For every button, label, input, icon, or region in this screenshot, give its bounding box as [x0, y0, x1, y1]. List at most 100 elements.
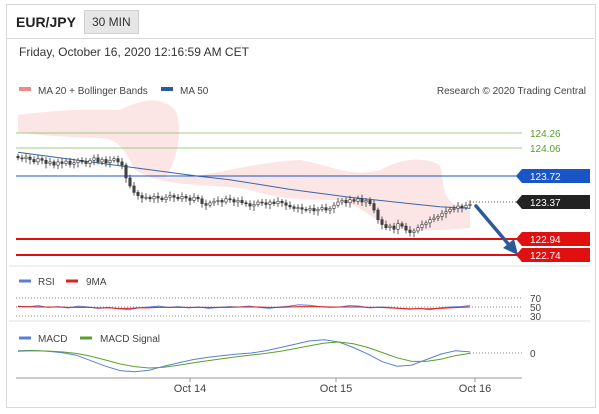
candle-body — [248, 203, 252, 207]
chart-header: EUR/JPY 30 MIN — [6, 4, 594, 39]
candle-body — [280, 200, 284, 204]
candle-body — [36, 158, 40, 163]
candle-body — [448, 208, 452, 212]
candle-body — [100, 159, 104, 163]
candle-body — [192, 196, 196, 201]
candle-body — [132, 185, 136, 193]
candle-body — [52, 161, 56, 166]
rsi-label-70: 70 — [530, 294, 542, 305]
candle-body — [356, 198, 360, 202]
candle-body — [352, 199, 356, 202]
candle-body — [440, 212, 444, 217]
legend-bollinger: MA 20 + Bollinger Bands — [38, 86, 148, 97]
macd-label-0: 0 — [530, 349, 536, 360]
candle-body — [384, 224, 388, 229]
candle-body — [360, 198, 364, 203]
candle-body — [140, 195, 144, 199]
candle-body — [72, 162, 76, 165]
candle-body — [264, 202, 268, 205]
candle-body — [260, 201, 264, 204]
candle-body — [16, 155, 20, 159]
candle-body — [144, 196, 148, 199]
legend-rsi9: 9MA — [86, 277, 107, 288]
copyright-label: Research © 2020 Trading Central — [437, 86, 586, 97]
candle-body — [312, 208, 316, 212]
candle-body — [172, 195, 176, 198]
candle-body — [164, 196, 168, 200]
candle-body — [464, 204, 468, 208]
candle-body — [296, 207, 300, 209]
x-tick-label: Oct 15 — [320, 383, 352, 395]
candle-body — [88, 159, 92, 164]
candle-body — [272, 201, 276, 204]
level-label-122-94: 122.94 — [530, 235, 561, 246]
legend-ma50: MA 50 — [180, 86, 209, 97]
candle-body — [300, 207, 304, 210]
candle-body — [368, 200, 372, 204]
legend-rsi: RSI — [38, 277, 55, 288]
level-label-123-72: 123.72 — [530, 172, 561, 183]
candlestick-series — [16, 153, 472, 238]
candle-body — [444, 211, 448, 214]
candle-body — [188, 197, 192, 201]
rsi-label-50: 50 — [530, 303, 542, 314]
candle-body — [120, 161, 124, 166]
candle-body — [432, 217, 436, 220]
candle-body — [156, 196, 160, 199]
level-label-124-26: 124.26 — [530, 129, 561, 140]
candle-body — [184, 196, 188, 199]
candle-body — [332, 204, 336, 209]
level-label-122-74: 122.74 — [530, 251, 561, 262]
candle-body — [408, 229, 412, 233]
candle-body — [216, 200, 220, 202]
candle-body — [252, 204, 256, 207]
candle-body — [236, 200, 240, 203]
level-label-124-06: 124.06 — [530, 144, 561, 155]
candle-body — [20, 157, 24, 160]
ma50-line — [17, 151, 471, 209]
candle-body — [364, 200, 368, 203]
candle-body — [152, 196, 156, 200]
candle-body — [180, 196, 184, 200]
candle-body — [220, 200, 224, 203]
down-arrow-icon — [474, 204, 518, 255]
x-tick-label: Oct 16 — [459, 383, 491, 395]
candle-body — [40, 158, 44, 161]
candle-body — [452, 208, 456, 210]
candle-body — [232, 199, 236, 203]
candle-body — [424, 222, 428, 225]
macd-line — [17, 339, 471, 373]
chart-frame — [6, 4, 596, 408]
candle-body — [456, 205, 460, 209]
ma50-legend-swatch — [161, 87, 173, 91]
candle-body — [224, 198, 228, 203]
last-price-tag — [516, 195, 590, 209]
candle-body — [316, 208, 320, 212]
candle-body — [96, 157, 100, 163]
candle-body — [80, 159, 84, 163]
candle-body — [176, 196, 180, 200]
pivot-price-tag — [516, 169, 590, 183]
candle-body — [400, 223, 404, 227]
candle-body — [148, 196, 152, 200]
candle-body — [460, 205, 464, 208]
candle-body — [256, 201, 260, 205]
candle-body — [380, 219, 384, 225]
datetime-label: Friday, October 16, 2020 12:16:59 AM CET — [19, 45, 249, 59]
candle-body — [44, 159, 48, 164]
candle-body — [76, 159, 80, 163]
support-price-tag-1 — [516, 232, 590, 246]
rsi-9ma-line — [18, 306, 471, 310]
timeframe-button[interactable]: 30 MIN — [84, 10, 139, 34]
candle-body — [228, 198, 232, 201]
candle-body — [200, 198, 204, 204]
candle-body — [160, 197, 164, 200]
candle-body — [108, 159, 112, 163]
candle-body — [116, 158, 120, 163]
candle-body — [428, 219, 432, 224]
candle-body — [276, 200, 280, 204]
candle-body — [348, 199, 352, 204]
support-price-tag-2 — [516, 248, 590, 262]
candle-body — [196, 196, 200, 200]
